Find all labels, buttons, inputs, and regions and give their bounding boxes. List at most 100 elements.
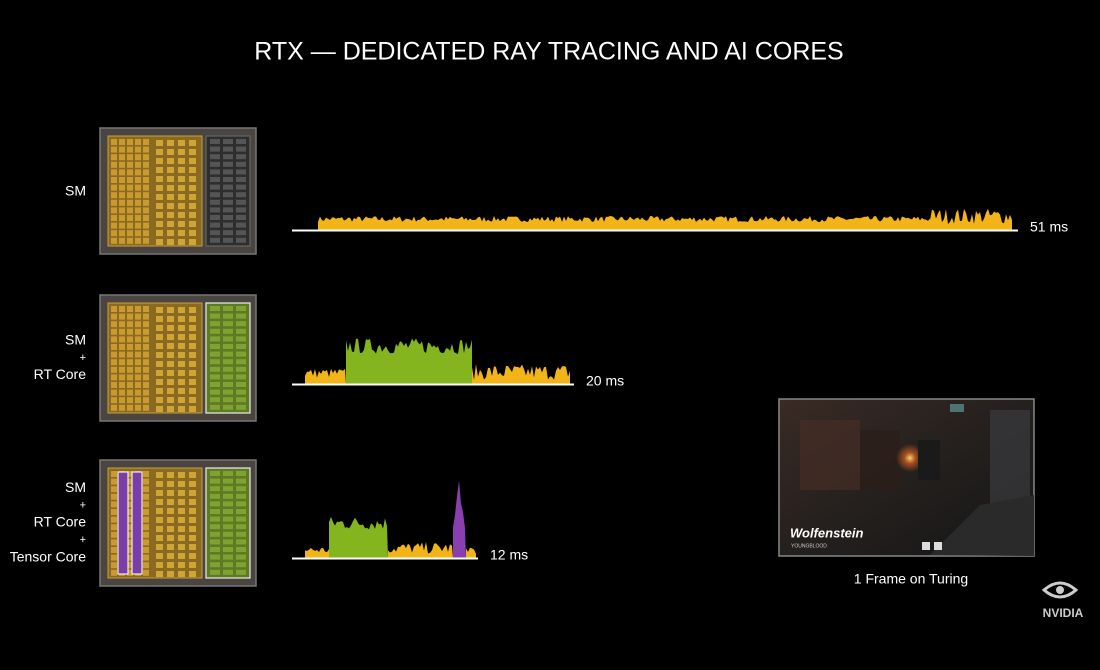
chip-cell [156,508,163,514]
chip-cell [111,215,117,221]
chip-cell [127,215,133,221]
chip-cell [236,154,246,160]
chip-cell [156,307,163,313]
chip-cell [156,185,163,191]
chip-cell [189,508,196,514]
chip-cell [111,161,117,168]
chip-cell [111,486,117,493]
chip-cell [189,221,196,227]
chip-cell [127,539,133,546]
chip-cell [143,509,149,515]
chip-cell [156,194,163,200]
chip-cell [178,230,185,236]
chip-cell [189,397,196,403]
chip-cell [223,569,233,575]
chip-cell [119,146,125,153]
chip-cell [135,215,141,221]
chip-cell [178,343,185,349]
chip-cell [178,325,185,331]
timeline-row: SM + RT Core 20 ms [34,294,624,422]
chip-cell [143,359,149,366]
chip-cell [178,316,185,322]
chip-cell [178,239,185,245]
chip-cell [135,146,141,153]
chip-cell [143,237,149,244]
chip-cell [210,366,220,372]
chip-cell [143,306,149,312]
chip-cell [143,531,149,538]
slide-title: RTX — DEDICATED RAY TRACING AND AI CORES [254,38,843,66]
chip-cell [223,139,233,144]
chip-cell [127,336,133,343]
chip-cell [167,544,174,550]
chip-cell [223,486,233,492]
chip-cell [111,313,117,320]
chip-cell [119,389,125,396]
chip-cell [223,222,233,228]
chip-cell [236,321,246,327]
chip-cell [135,382,141,388]
chip-cell [119,199,125,206]
chip-cell [156,379,163,385]
chip-cell [189,406,196,412]
chip-cell [210,501,220,507]
chip-cell [135,397,141,404]
chip-cell [236,397,246,403]
chip-cell [210,509,220,514]
chip-cell [210,192,220,198]
chip-cell [167,343,174,349]
chip-cell [223,169,233,175]
chip-cell [189,490,196,496]
chip-cell [143,486,149,493]
chip-cell [167,325,174,331]
chip-cell [223,539,233,545]
chip-cell [143,336,149,343]
chip-cell [127,516,133,523]
chip-cell [111,524,117,531]
chip-cell [223,230,233,236]
chip-cell [210,471,220,476]
chip-cell [135,222,141,229]
chip-cell [111,493,117,500]
chip-cell [167,472,174,478]
chip-cell [210,569,220,575]
chip-cell [189,316,196,322]
chip-cell [167,316,174,322]
activity [472,364,570,384]
chip-cell [236,501,246,507]
chip-cell [143,177,149,183]
chip-cell [236,554,246,560]
chip-cell [156,167,163,173]
chip-cell [143,382,149,388]
chip-cell [156,334,163,340]
chip-cell [127,192,133,199]
chip-cell [119,230,125,237]
activity [453,480,466,558]
row-label: + [80,352,86,364]
row-label: Tensor Core [10,548,86,564]
chip-cell [167,185,174,191]
chip-cell [223,516,233,522]
chip-cell [178,526,185,532]
chip-cell [119,397,125,404]
chip-cell [223,562,233,568]
chip-cell [210,207,220,213]
chip-cell [127,547,133,553]
chip-cell [156,316,163,322]
chip-cell [135,351,141,358]
chip-cell [189,571,196,577]
chip-cell [143,554,149,561]
chip-cell [236,192,246,198]
activity [466,547,476,558]
chip-cell [111,554,117,561]
chip-cell [189,517,196,523]
chip-cell [223,306,233,311]
chip-cell [223,501,233,507]
chip-cell [223,389,233,395]
chip-cell [143,161,149,168]
chip-cell [119,237,125,244]
chip-cell [223,192,233,198]
chip-cell [135,154,141,161]
chip-cell [156,212,163,218]
chip-cell [236,351,246,357]
